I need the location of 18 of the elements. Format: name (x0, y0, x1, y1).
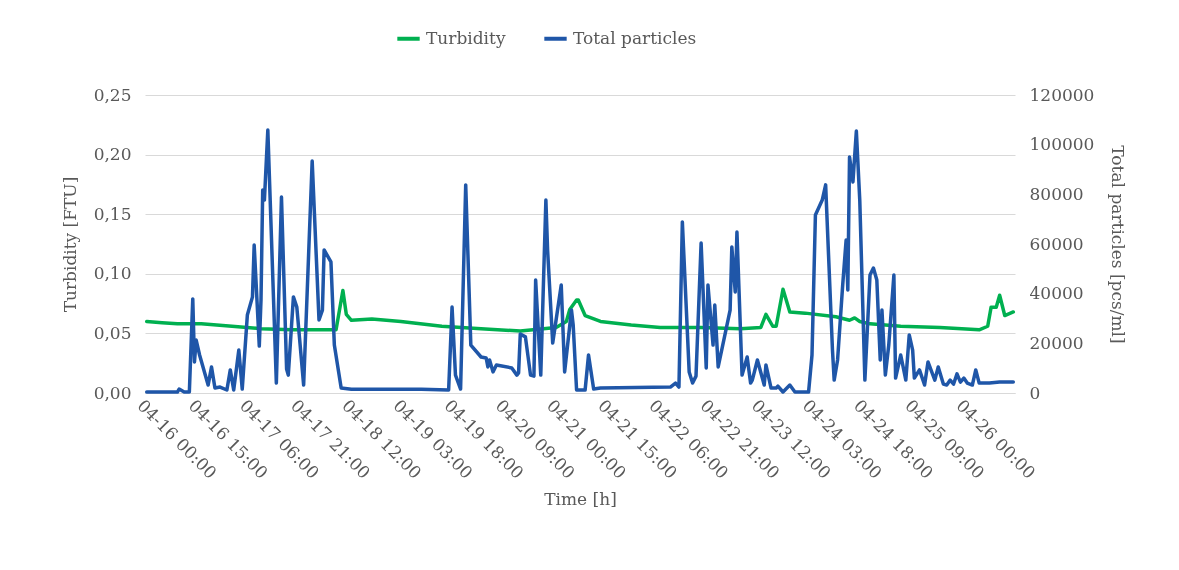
y-tick-label: 0,25 (93, 84, 132, 105)
y2-tick-label: 100000 (1029, 134, 1095, 155)
y2-tick-label: 0 (1029, 382, 1041, 403)
y2-axis-title: Total particles [pcs/ml] (1108, 145, 1129, 344)
y-tick-label: 0,00 (93, 382, 132, 403)
y2-tick-label: 120000 (1029, 84, 1095, 105)
y-tick-label: 0,05 (93, 322, 132, 343)
legend-label: Turbidity (426, 27, 506, 48)
y-tick-label: 0,15 (93, 203, 132, 224)
y2-tick-label: 60000 (1029, 233, 1084, 254)
y2-tick-label: 20000 (1029, 332, 1084, 353)
y2-tick-label: 80000 (1029, 183, 1084, 204)
legend-label: Total particles (573, 27, 697, 48)
y2-tick-label: 40000 (1029, 283, 1084, 304)
x-axis-title: Time [h] (544, 488, 617, 509)
y-axis-title: Turbidity [FTU] (59, 176, 80, 313)
y-tick-label: 0,10 (93, 263, 132, 284)
y-tick-label: 0,20 (93, 144, 132, 165)
